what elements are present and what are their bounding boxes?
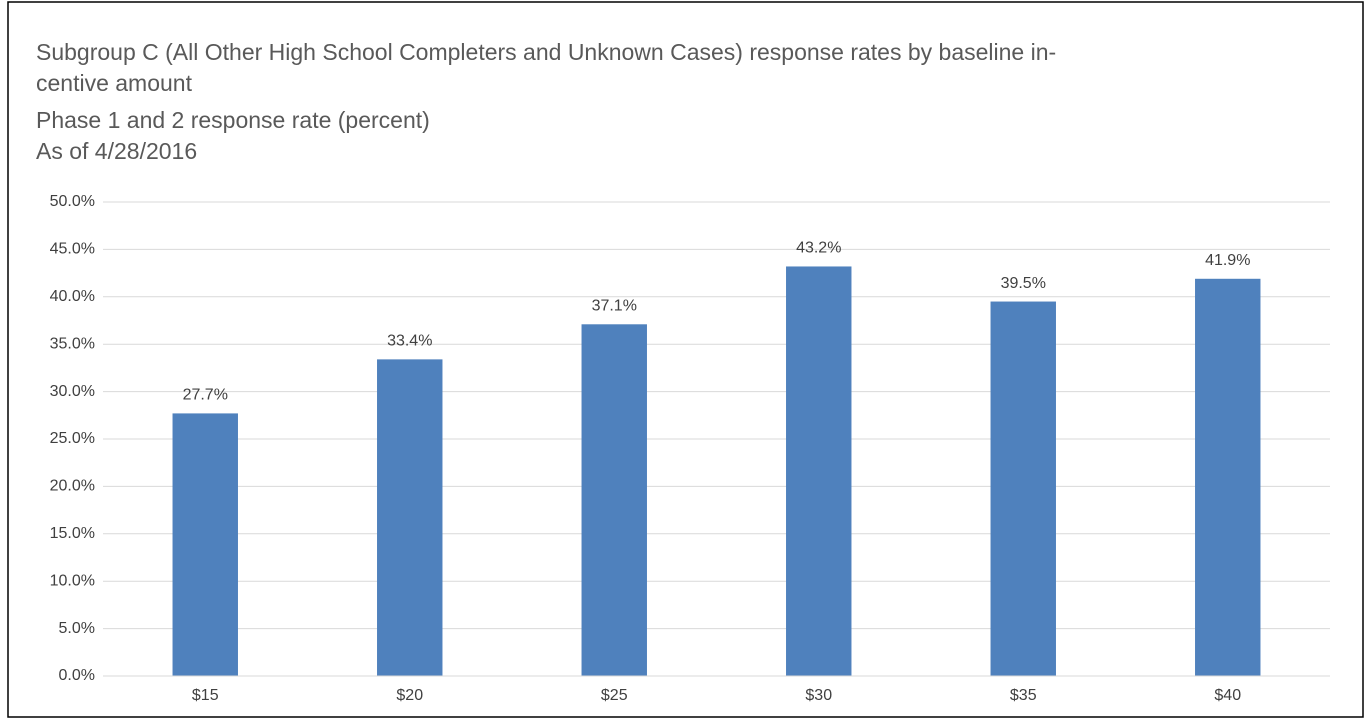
x-tick-label: $40 bbox=[1214, 687, 1241, 704]
x-tick-label: $30 bbox=[805, 687, 832, 704]
data-label: 39.5% bbox=[1001, 275, 1046, 292]
data-label: 37.1% bbox=[592, 298, 637, 315]
bar bbox=[377, 359, 443, 676]
data-label: 27.7% bbox=[183, 387, 228, 404]
x-tick-label: $35 bbox=[1010, 687, 1037, 704]
y-tick-label: 40.0% bbox=[50, 288, 95, 305]
chart-title: Subgroup C (All Other High School Comple… bbox=[36, 39, 1056, 65]
bar bbox=[786, 266, 852, 676]
chart-subtitle: As of 4/28/2016 bbox=[36, 138, 197, 164]
y-tick-label: 45.0% bbox=[50, 241, 95, 258]
chart-title: centive amount bbox=[36, 70, 193, 96]
y-tick-label: 30.0% bbox=[50, 383, 95, 400]
y-tick-label: 25.0% bbox=[50, 430, 95, 447]
data-label: 43.2% bbox=[796, 240, 841, 257]
bar bbox=[1195, 278, 1261, 676]
x-tick-label: $25 bbox=[601, 687, 628, 704]
y-tick-label: 0.0% bbox=[59, 667, 95, 684]
bar bbox=[581, 324, 647, 676]
x-tick-label: $20 bbox=[396, 687, 423, 704]
y-tick-label: 10.0% bbox=[50, 572, 95, 589]
y-tick-label: 35.0% bbox=[50, 335, 95, 352]
x-tick-label: $15 bbox=[192, 687, 219, 704]
y-tick-label: 20.0% bbox=[50, 478, 95, 495]
y-tick-label: 5.0% bbox=[59, 620, 95, 637]
y-tick-label: 50.0% bbox=[50, 193, 95, 210]
chart-subtitle: Phase 1 and 2 response rate (percent) bbox=[36, 107, 430, 133]
bar bbox=[172, 413, 238, 676]
bar bbox=[990, 301, 1056, 676]
data-label: 33.4% bbox=[387, 333, 432, 350]
y-tick-label: 15.0% bbox=[50, 525, 95, 542]
data-label: 41.9% bbox=[1205, 252, 1250, 269]
